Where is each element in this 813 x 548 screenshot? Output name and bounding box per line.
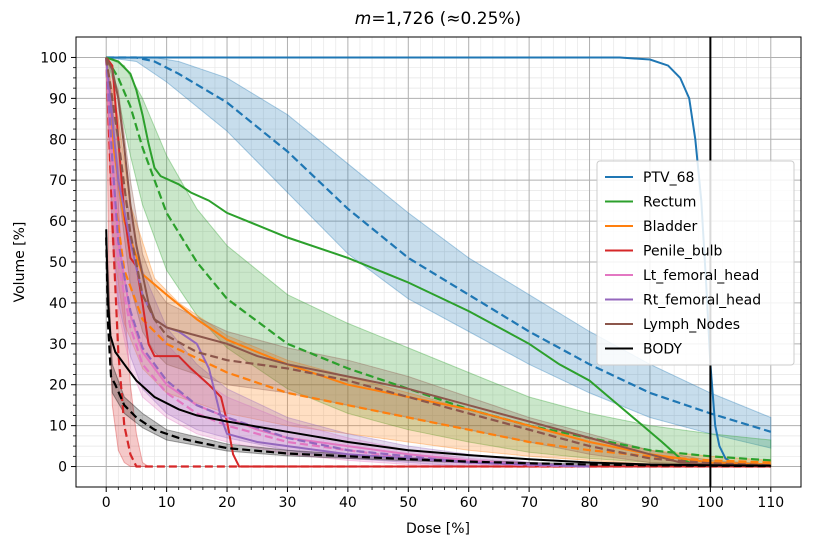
y-axis: 0 10 20 30 40 50 60 70 80 90 100 xyxy=(40,50,76,476)
chart-title: m=1,726 (≈0.25%) xyxy=(355,9,521,29)
chart-title-variable: m xyxy=(355,9,372,29)
x-tick-label: 20 xyxy=(218,495,236,511)
y-tick-label: 70 xyxy=(49,173,67,189)
legend: PTV_68 Rectum Bladder Penile_bulb Lt_femoral… xyxy=(596,160,795,366)
x-axis-label: Dose [%] xyxy=(406,521,470,537)
x-tick-label: 110 xyxy=(757,495,784,511)
x-tick-label: 30 xyxy=(279,495,297,511)
x-tick-label: 80 xyxy=(581,495,599,511)
ptv-68-mean-dashed-line xyxy=(106,56,772,433)
bladder-band xyxy=(105,57,772,467)
penile-bulb-solid-line xyxy=(105,56,771,468)
x-tick-label: 0 xyxy=(102,495,111,511)
y-tick-label: 0 xyxy=(58,460,67,476)
chart-title-text: =1,726 (≈0.25%) xyxy=(371,9,521,29)
y-tick-label: 90 xyxy=(49,91,67,107)
lymph-nodes-solid-line xyxy=(105,57,771,467)
y-tick-label: 60 xyxy=(49,214,67,230)
x-tick-label: 40 xyxy=(339,495,357,511)
legend-label-rt-femoral-head: Rt_femoral_head xyxy=(643,293,761,309)
x-tick-label: 100 xyxy=(697,495,724,511)
legend-box xyxy=(596,160,795,366)
x-tick-label: 10 xyxy=(158,495,176,511)
y-tick-label: 10 xyxy=(49,419,67,435)
legend-label-lymph-nodes: Lymph_Nodes xyxy=(643,317,740,333)
y-tick-label: 40 xyxy=(49,296,67,312)
bladder-mean-dashed-line xyxy=(105,57,771,464)
y-tick-label: 20 xyxy=(49,378,67,394)
lymph-nodes-mean-dashed-line xyxy=(105,57,771,467)
y-tick-label: 30 xyxy=(49,337,67,353)
penile-bulb-band xyxy=(105,57,151,467)
x-tick-label: 70 xyxy=(520,495,538,511)
legend-label-bladder: Bladder xyxy=(643,219,697,235)
rectum-mean-dashed-line xyxy=(105,56,771,462)
y-tick-label: 50 xyxy=(49,255,67,271)
x-tick-label: 50 xyxy=(399,495,417,511)
penile-bulb-mean-dashed-line xyxy=(105,57,771,468)
body-mean-dashed-line xyxy=(105,237,771,468)
y-axis-label: Volume [%] xyxy=(12,222,28,303)
x-axis: 0 10 20 30 40 50 60 70 80 90 100 110 xyxy=(102,487,784,511)
legend-label-ptv-68: PTV_68 xyxy=(643,170,694,186)
y-tick-label: 100 xyxy=(40,50,67,66)
legend-label-rectum: Rectum xyxy=(643,195,696,211)
x-tick-label: 60 xyxy=(460,495,478,511)
legend-label-penile-bulb: Penile_bulb xyxy=(643,244,722,260)
legend-label-lt-femoral-head: Lt_femoral_head xyxy=(643,268,759,284)
y-tick-label: 80 xyxy=(49,132,67,148)
body-solid-line xyxy=(105,229,771,467)
line-layer xyxy=(105,56,772,468)
x-tick-label: 90 xyxy=(641,495,659,511)
rectum-solid-line xyxy=(105,56,771,468)
legend-label-body: BODY xyxy=(643,342,682,358)
